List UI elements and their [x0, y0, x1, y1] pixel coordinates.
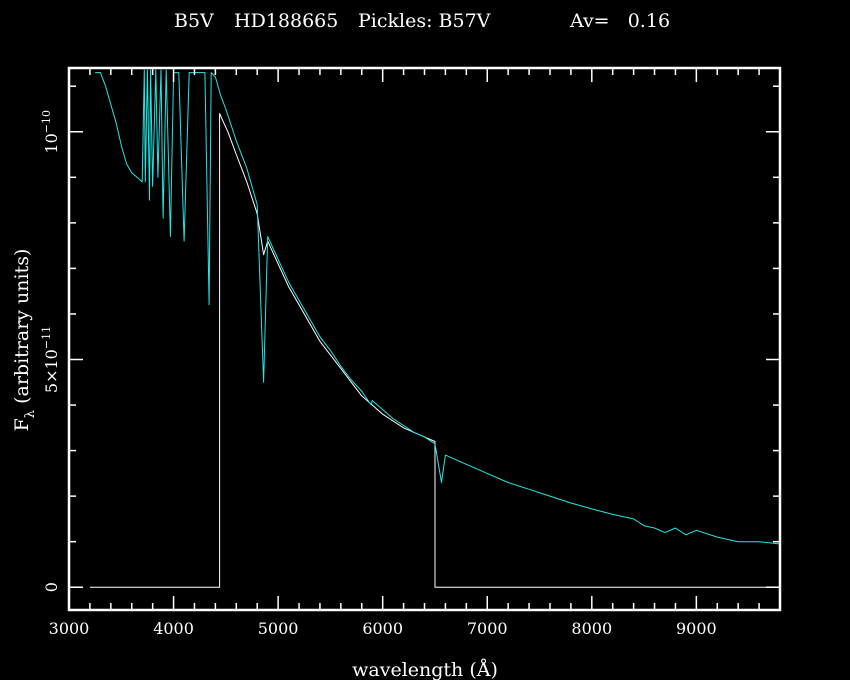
x-tick-label: 5000: [258, 619, 299, 638]
title-av: Av= 0.16: [569, 10, 670, 32]
x-tick-label: 3000: [49, 619, 90, 638]
x-axis-label: wavelength (Å): [352, 659, 498, 680]
title-star: HD188665: [234, 10, 338, 32]
y-tick-label: 10−10: [40, 110, 61, 154]
y-tick-label: 0: [42, 582, 61, 592]
x-tick-label: 6000: [362, 619, 403, 638]
series-line-2: [95, 69, 781, 545]
title-spectral-type: B5V: [174, 10, 214, 32]
x-tick-label: 7000: [467, 619, 508, 638]
x-tick-label: 9000: [676, 619, 717, 638]
x-tick-label: 4000: [153, 619, 194, 638]
series-line-1: [89, 113, 780, 588]
x-tick-labels: 3000 4000 5000 6000 7000 8000 9000: [49, 619, 717, 638]
x-tick-label: 8000: [571, 619, 612, 638]
y-tick-labels: 0 5×10−11 10−10: [40, 110, 61, 592]
title-pickles: Pickles: B57V: [358, 10, 491, 32]
y-axis-label: Fλ (arbitrary units): [11, 249, 38, 432]
series-layer: [89, 69, 781, 588]
plot-frame: [67, 66, 782, 612]
y-tick-label: 5×10−11: [40, 326, 61, 393]
